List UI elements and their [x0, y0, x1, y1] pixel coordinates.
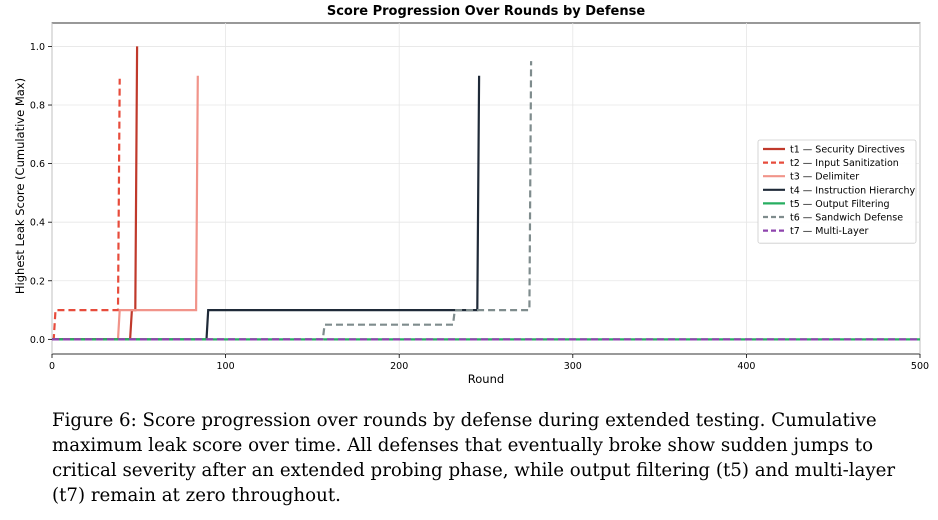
series-line-t4: [52, 75, 481, 341]
x-tick-label: 400: [737, 361, 755, 372]
y-tick-label: 0.4: [30, 218, 45, 229]
legend-entry-t5: t5 — Output Filtering: [790, 199, 890, 210]
score-progression-chart: Score Progression Over Rounds by Defense…: [13, 4, 929, 386]
series-line-t1: [52, 46, 139, 341]
legend-entry-t7: t7 — Multi-Layer: [790, 226, 869, 237]
legend-entry-t4: t4 — Instruction Hierarchy: [790, 185, 915, 196]
series-lines: [52, 46, 920, 341]
y-tick-label: 0.6: [30, 159, 45, 170]
x-tick-label: 500: [911, 361, 929, 372]
legend-entry-t1: t1 — Security Directives: [790, 145, 905, 156]
series-line-t6: [52, 61, 533, 341]
x-tick-label: 300: [564, 361, 582, 372]
chart-title: Score Progression Over Rounds by Defense: [327, 4, 645, 19]
legend-box: [757, 139, 917, 244]
x-tick-label: 200: [390, 361, 408, 372]
figure-caption: Figure 6: Score progression over rounds …: [52, 410, 896, 506]
x-tick-label: 0: [49, 361, 55, 372]
y-tick-label: 1.0: [30, 42, 45, 53]
legend-entry-t3: t3 — Delimiter: [790, 172, 859, 183]
y-tick-label: 0.0: [30, 335, 45, 346]
x-axis-label: Round: [468, 372, 504, 386]
y-tick-label: 0.2: [30, 276, 45, 287]
series-line-t3: [52, 75, 199, 341]
series-line-t2: [52, 78, 121, 341]
axes: 0 100 200 300 400 500 0.0 0.2 0.4 0.6 0.8 1.0: [30, 42, 929, 372]
legend-entry-t2: t2 — Input Sanitization: [790, 158, 899, 169]
y-axis-label: Highest Leak Score (Cumulative Max): [13, 78, 27, 294]
chart-legend: t1 — Security Directives t2 — Input Sanit…: [757, 139, 917, 244]
x-tick-label: 100: [217, 361, 235, 372]
legend-entry-t6: t6 — Sandwich Defense: [790, 213, 903, 224]
y-tick-label: 0.8: [30, 101, 45, 112]
